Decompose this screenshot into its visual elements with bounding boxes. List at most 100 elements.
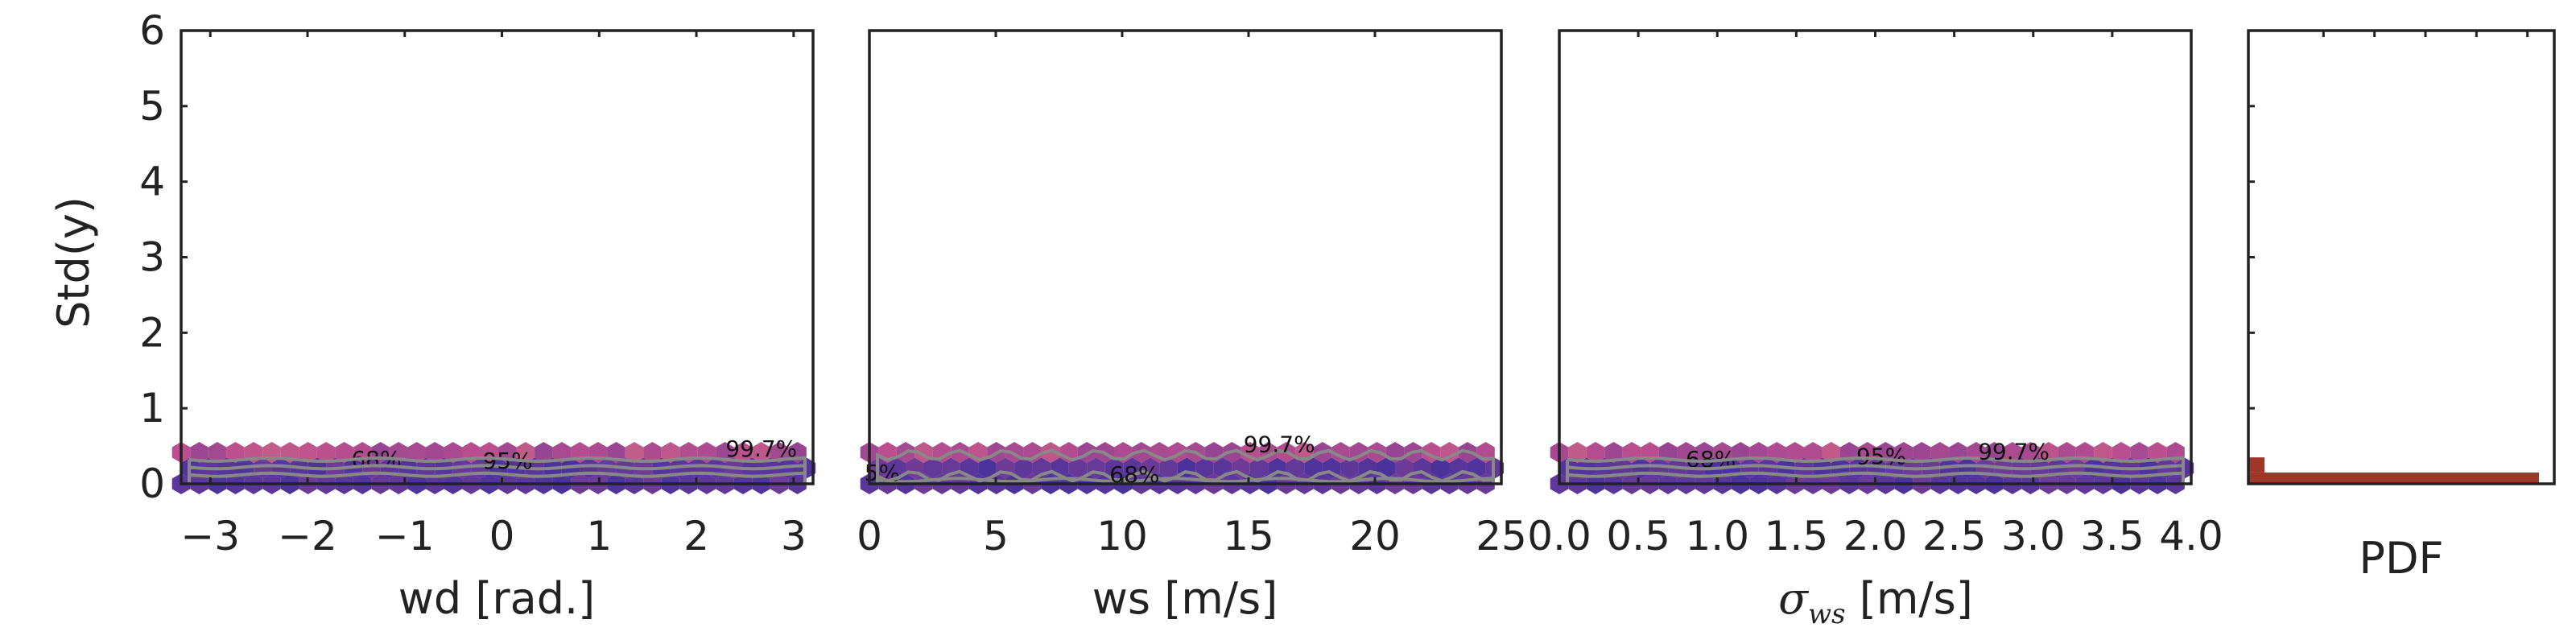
pdf-ticks xyxy=(2248,29,2529,485)
hexbin-cell xyxy=(1195,457,1214,479)
hexbin-cell xyxy=(1249,457,1269,479)
x-tick-label: 2 xyxy=(683,513,709,559)
x-tick-label: 15 xyxy=(1223,513,1274,559)
hexbin-cell xyxy=(1713,442,1732,463)
hexbin-cell xyxy=(299,442,317,463)
hexbin-cell xyxy=(1014,457,1033,479)
x-tick-label: 1 xyxy=(586,513,612,559)
y-tick-label: 1 xyxy=(139,385,165,431)
x-tick-label: −1 xyxy=(375,513,435,559)
hexbin-cell xyxy=(2112,442,2131,463)
hexbin-cell xyxy=(951,442,969,463)
hexbin-cell xyxy=(2148,442,2167,463)
x-axis-title: ws [m/s] xyxy=(1092,573,1278,624)
x-tick-label: 3 xyxy=(781,513,807,559)
contour-line xyxy=(1566,456,2185,484)
plot-frame xyxy=(2247,29,2556,485)
hexbin-cell xyxy=(1930,442,1950,463)
hexbin-cell xyxy=(2021,442,2040,463)
hexbin-cell xyxy=(625,442,644,463)
plot-frame xyxy=(180,29,815,485)
hexbin-cell xyxy=(2039,442,2058,463)
hexbin-cell xyxy=(752,442,770,463)
panel-pdf: PDF xyxy=(2247,29,2556,584)
x-tick-label: 4.0 xyxy=(2159,513,2223,559)
sigma-unit: [m/s] xyxy=(1846,573,1973,624)
x-tick-label: 5 xyxy=(983,513,1009,559)
hexbin-cell xyxy=(978,457,997,479)
contour-label: 99.7% xyxy=(725,436,797,462)
x-tick-label: 2.0 xyxy=(1843,513,1908,559)
hexbin-cell xyxy=(1568,442,1587,463)
y-tick-label: 4 xyxy=(139,159,165,205)
hexbin-cell xyxy=(535,442,553,463)
hexbin-cell xyxy=(887,457,906,479)
x-tick-label: 25 xyxy=(1476,513,1527,559)
x-tick-label: 0.0 xyxy=(1527,513,1591,559)
x-tick-label: 2.5 xyxy=(1922,513,1987,559)
contour-line xyxy=(188,456,807,484)
hexbin-cell xyxy=(444,442,462,463)
x-axis-title: wd [rad.] xyxy=(398,573,595,624)
x-tick-label: −3 xyxy=(180,513,240,559)
y-tick-label: 6 xyxy=(139,7,165,54)
hexbin-cell xyxy=(426,442,444,463)
x-tick-label: 3.0 xyxy=(2001,513,2066,559)
panel-ws: 5% 68%99.7% 0 5 10 15 20 25 ws [m/s] xyxy=(857,29,1527,624)
x-tick-label: 0 xyxy=(857,513,882,559)
hexbin-cell xyxy=(1604,442,1623,463)
hexbin-cell xyxy=(1677,442,1695,463)
plot-frame xyxy=(868,29,1503,485)
x-tick-label: 1.5 xyxy=(1765,513,1829,559)
y-ticks: 0 1 2 3 4 5 6 xyxy=(139,7,188,507)
x-axis-title: PDF xyxy=(2359,533,2443,584)
x-axis-title: σws [m/s] xyxy=(1778,573,1973,630)
x-tick-label: −2 xyxy=(278,513,337,559)
hexbin-cell xyxy=(2003,442,2022,463)
plot-frame xyxy=(1558,29,2193,485)
contour-label: 95% xyxy=(1856,443,1906,469)
x-tick-label: 0.5 xyxy=(1606,513,1670,559)
contour-line xyxy=(188,471,807,484)
hexbin-cell xyxy=(316,442,336,463)
x-tick-label: 1.0 xyxy=(1685,513,1749,559)
hexbin-cell xyxy=(1150,442,1169,463)
contour-layer: 68% 95% 99.7% xyxy=(188,436,807,484)
histogram-layer xyxy=(2248,457,2539,484)
hexbin-cell xyxy=(1894,442,1913,463)
hexbin-cell xyxy=(208,442,227,463)
hexbin-cell xyxy=(733,442,753,463)
y-tick-label: 2 xyxy=(139,309,165,356)
contour-line xyxy=(876,469,1495,484)
hexbin-cell xyxy=(1913,442,1931,463)
hexbin-cell xyxy=(2130,442,2149,463)
hexbin-cell xyxy=(1586,442,1605,463)
y-tick-label: 3 xyxy=(139,234,165,281)
x-tick-label: 10 xyxy=(1096,513,1148,559)
hexbin-cell xyxy=(1822,442,1840,463)
contour-label: 99.7% xyxy=(1978,439,2050,465)
hexbin-cell xyxy=(661,442,680,463)
hexbin-cell xyxy=(190,442,208,463)
x-ticks: 0 5 10 15 20 25 xyxy=(857,31,1527,559)
hexbin-cell xyxy=(1159,457,1178,479)
panel-sigma-ws: 68% 95% 99.7% 0.0 0.5 1.0 1.5 2.0 2.5 3.0 3.5 4.0 … xyxy=(1527,29,2223,630)
hexbin-cell xyxy=(770,442,789,463)
contour-layer: 68% 95% 99.7% xyxy=(1566,439,2185,484)
y-tick-label: 0 xyxy=(139,460,165,507)
hexbin-cell xyxy=(335,442,353,463)
sigma-symbol: σ xyxy=(1778,573,1810,624)
hexbin-cell xyxy=(226,442,245,463)
panel-wd: 68% 95% 99.7% −3 −2 −1 0 1 2 3 0 1 2 3 4 5 6 wd [rad.] xyxy=(139,7,816,624)
contour-line xyxy=(1566,464,2185,484)
hexbin-cell xyxy=(407,442,426,463)
contour-label: 99.7% xyxy=(1244,431,1315,457)
sigma-subscript: ws xyxy=(1808,598,1846,630)
hexbin-cell xyxy=(1286,457,1305,479)
contour-line xyxy=(1566,471,2185,484)
histogram-bar xyxy=(2248,472,2539,484)
hexbin-cell xyxy=(516,442,535,463)
hexbin-cell xyxy=(1695,442,1714,463)
x-tick-label: 0 xyxy=(489,513,515,559)
